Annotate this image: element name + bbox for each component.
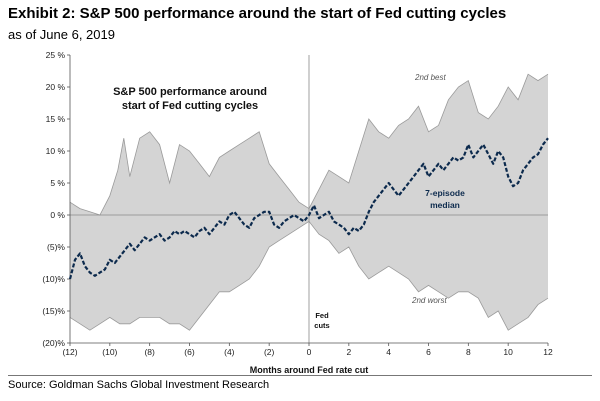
x-tick-label: (6)	[184, 347, 195, 357]
median-label-line-2: median	[430, 200, 460, 210]
y-tick-label: (5)%	[47, 242, 65, 252]
y-tick-label: (15)%	[42, 306, 65, 316]
x-tick-label: 4	[386, 347, 391, 357]
x-axis-title: Months around Fed rate cut	[250, 365, 369, 375]
source-note: Source: Goldman Sachs Global Investment …	[8, 379, 270, 391]
x-tick-label: (4)	[224, 347, 235, 357]
x-tick-label: 2	[346, 347, 351, 357]
x-tick-label: (12)	[62, 347, 77, 357]
inner-title-line-1: S&P 500 performance around	[113, 86, 267, 98]
fed-cuts-label-line-2: cuts	[314, 321, 329, 330]
y-tick-label: 25 %	[46, 50, 66, 60]
x-tick-label: 10	[503, 347, 513, 357]
median-label-line-1: 7-episode	[425, 188, 465, 198]
x-tick-label: 8	[466, 347, 471, 357]
worst-label: 2nd worst	[411, 296, 447, 305]
x-tick-label: 6	[426, 347, 431, 357]
worst-band-area	[70, 215, 548, 331]
best-band-edge	[69, 73, 549, 216]
x-tick-label: (2)	[264, 347, 275, 357]
chart-subtitle: as of June 6, 2019	[8, 27, 115, 42]
y-tick-label: 5 %	[50, 178, 65, 188]
median-layer	[68, 137, 549, 280]
source-divider	[8, 375, 592, 376]
x-tick-label: (8)	[144, 347, 155, 357]
x-tick-label: 12	[543, 347, 553, 357]
inner-title-line-2: start of Fed cutting cycles	[122, 100, 258, 112]
x-tick-label: 0	[307, 347, 312, 357]
y-tick-label: 15 %	[46, 114, 66, 124]
best-label: 2nd best	[414, 73, 446, 82]
best-band-area	[70, 74, 548, 215]
y-tick-label: 0 %	[50, 210, 65, 220]
y-tick-label: 20 %	[46, 82, 66, 92]
y-tick-label: 10 %	[46, 146, 66, 156]
label-layer: S&P 500 performance around start of Fed …	[113, 73, 465, 375]
chart-title: Exhibit 2: S&P 500 performance around th…	[8, 5, 507, 22]
x-tick-label: (10)	[102, 347, 117, 357]
axes-layer: 25 % 20 % 15 % 10 % 5 % 0 % (5)% (10)% (15)% (20)…	[42, 50, 553, 357]
median-line	[68, 137, 549, 280]
y-tick-label: (10)%	[42, 274, 65, 284]
y-tick-label: (20)%	[42, 338, 65, 348]
fed-cuts-label-line-1: Fed	[315, 311, 329, 320]
